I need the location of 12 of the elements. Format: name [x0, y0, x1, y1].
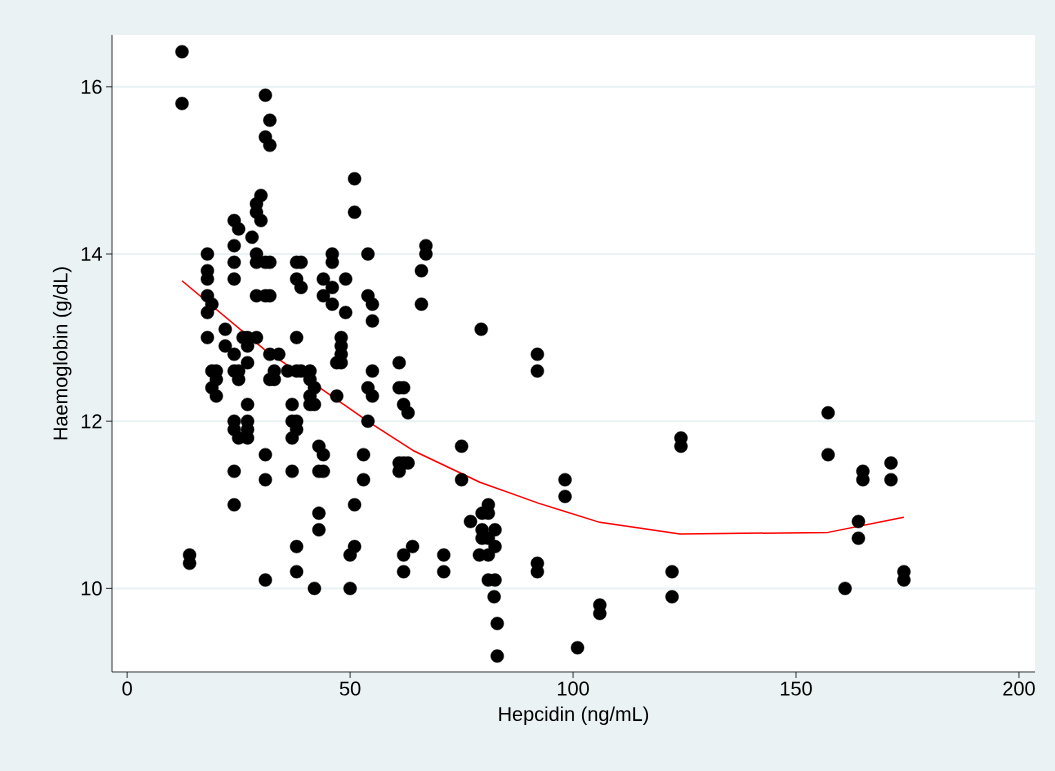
x-axis-title: Hepcidin (ng/mL)	[499, 706, 649, 726]
y-axis-title: Haemoglobin (g/dL)	[52, 267, 72, 440]
y-tick-label: 14	[81, 247, 102, 261]
y-tick-label: 12	[81, 414, 102, 429]
x-tick-label: 200	[1003, 681, 1035, 696]
x-tick-label: 150	[780, 681, 812, 696]
x-tick-label: 0	[122, 681, 132, 696]
x-tick-label: 100	[557, 681, 589, 696]
line-series	[181, 280, 905, 535]
x-tick-label: 50	[339, 681, 361, 696]
y-tick-label: 16	[81, 79, 102, 94]
y-tick-label: 10	[81, 581, 102, 596]
